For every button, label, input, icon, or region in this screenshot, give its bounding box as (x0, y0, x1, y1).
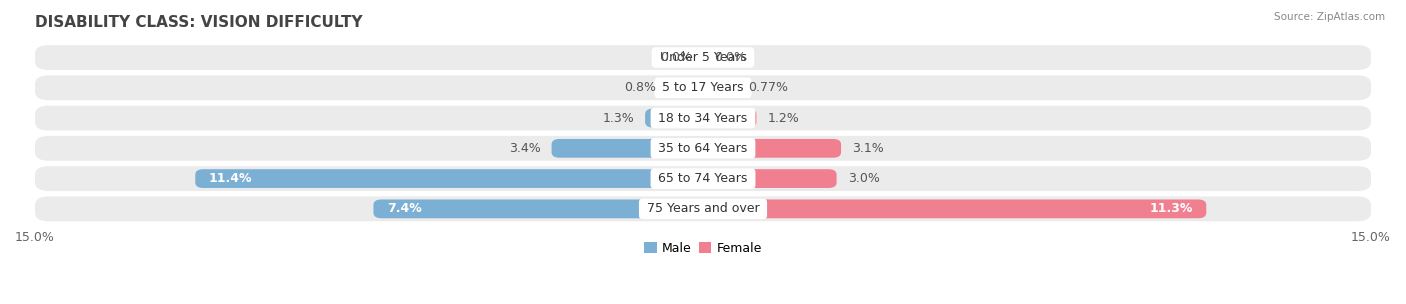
FancyBboxPatch shape (374, 199, 703, 218)
Text: 0.8%: 0.8% (624, 81, 657, 94)
Text: 0.0%: 0.0% (659, 51, 692, 64)
FancyBboxPatch shape (35, 136, 1371, 161)
FancyBboxPatch shape (195, 169, 703, 188)
FancyBboxPatch shape (703, 199, 1206, 218)
Text: 1.3%: 1.3% (602, 112, 634, 125)
FancyBboxPatch shape (645, 109, 703, 127)
Text: 0.77%: 0.77% (748, 81, 789, 94)
Text: 1.2%: 1.2% (768, 112, 800, 125)
Text: Under 5 Years: Under 5 Years (655, 51, 751, 64)
Text: 3.1%: 3.1% (852, 142, 884, 155)
FancyBboxPatch shape (35, 45, 1371, 70)
FancyBboxPatch shape (703, 169, 837, 188)
Text: 3.0%: 3.0% (848, 172, 880, 185)
Legend: Male, Female: Male, Female (640, 237, 766, 260)
FancyBboxPatch shape (35, 196, 1371, 221)
Text: 11.4%: 11.4% (208, 172, 252, 185)
FancyBboxPatch shape (35, 75, 1371, 100)
FancyBboxPatch shape (35, 166, 1371, 191)
FancyBboxPatch shape (35, 106, 1371, 130)
FancyBboxPatch shape (551, 139, 703, 158)
Text: 5 to 17 Years: 5 to 17 Years (658, 81, 748, 94)
Text: 75 Years and over: 75 Years and over (643, 202, 763, 215)
Text: DISABILITY CLASS: VISION DIFFICULTY: DISABILITY CLASS: VISION DIFFICULTY (35, 15, 363, 30)
FancyBboxPatch shape (703, 78, 737, 97)
FancyBboxPatch shape (668, 78, 703, 97)
Text: 11.3%: 11.3% (1150, 202, 1192, 215)
Text: Source: ZipAtlas.com: Source: ZipAtlas.com (1274, 12, 1385, 22)
Text: 35 to 64 Years: 35 to 64 Years (654, 142, 752, 155)
FancyBboxPatch shape (703, 109, 756, 127)
Text: 3.4%: 3.4% (509, 142, 540, 155)
Text: 18 to 34 Years: 18 to 34 Years (654, 112, 752, 125)
FancyBboxPatch shape (703, 139, 841, 158)
Text: 0.0%: 0.0% (714, 51, 747, 64)
Text: 65 to 74 Years: 65 to 74 Years (654, 172, 752, 185)
Text: 7.4%: 7.4% (387, 202, 422, 215)
